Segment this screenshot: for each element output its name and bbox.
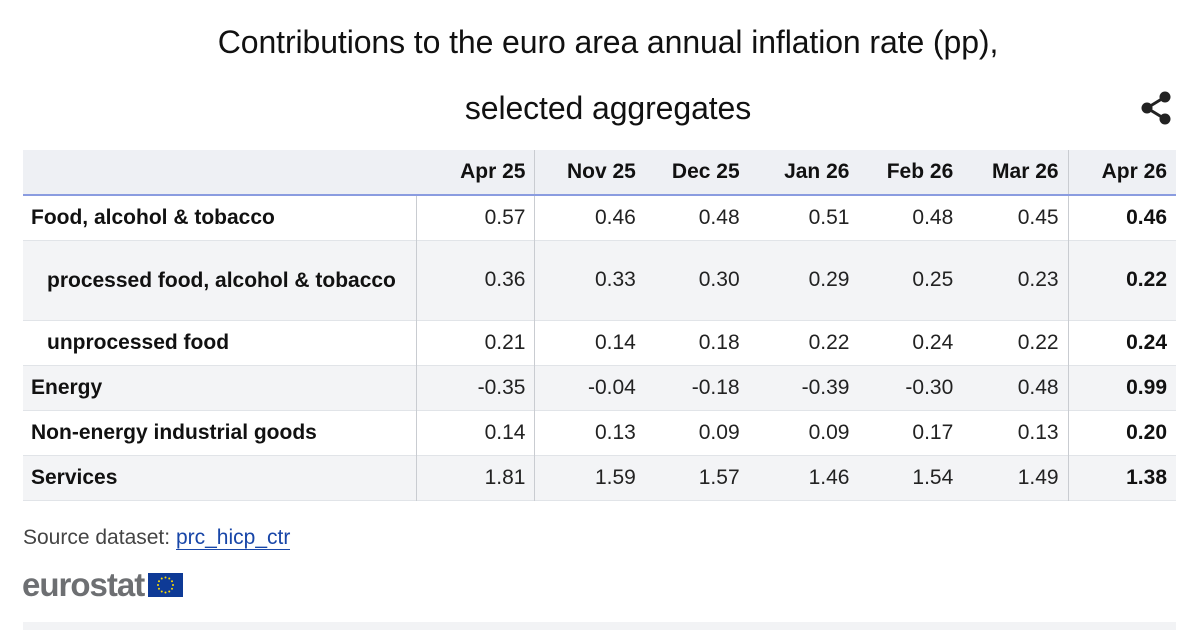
table-cell: 0.22 (962, 320, 1069, 365)
row-label: Non-energy industrial goods (23, 410, 417, 455)
chart-title-line-1: Contributions to the euro area annual in… (217, 24, 999, 60)
row-label: Energy (23, 365, 417, 410)
table-cell: 0.46 (1068, 195, 1176, 240)
table-cell: 0.22 (1068, 240, 1176, 320)
contributions-table: Apr 25 Nov 25 Dec 25 Jan 26 Feb 26 Mar 2… (23, 150, 1176, 501)
table-cell: 0.14 (534, 320, 645, 365)
table-cell: 0.45 (962, 195, 1069, 240)
table-cell: 1.54 (858, 455, 963, 500)
table-cell: 0.29 (748, 240, 859, 320)
table-cell: 0.21 (415, 320, 536, 365)
table-cell: 1.59 (534, 455, 645, 500)
chart-title-line-2: selected aggregates (464, 90, 752, 126)
table-cell: -0.39 (748, 365, 859, 410)
table-cell: 1.38 (1068, 455, 1176, 500)
table-cell: 1.46 (748, 455, 859, 500)
table-cell: 0.99 (1068, 365, 1176, 410)
table-cell: 0.09 (748, 410, 859, 455)
column-header: Nov 25 (534, 150, 645, 195)
column-header: Feb 26 (858, 150, 963, 195)
column-header: Apr 26 (1068, 150, 1176, 195)
table-cell: 0.48 (644, 195, 749, 240)
table-cell: 0.23 (962, 240, 1069, 320)
table-cell: 0.22 (748, 320, 859, 365)
table-cell: 1.81 (415, 455, 536, 500)
table-cell: 0.48 (858, 195, 963, 240)
table-cell: 0.18 (644, 320, 749, 365)
table-cell: 0.20 (1068, 410, 1176, 455)
row-label: Services (23, 455, 417, 500)
table-cell: -0.18 (644, 365, 749, 410)
table-row: Non-energy industrial goods 0.14 0.13 0.… (23, 410, 1176, 455)
table-row: unprocessed food 0.21 0.14 0.18 0.22 0.2… (23, 320, 1176, 365)
table-cell: -0.04 (534, 365, 645, 410)
table-cell: 0.48 (962, 365, 1069, 410)
table-cell: 0.57 (415, 195, 536, 240)
table-header-row: Apr 25 Nov 25 Dec 25 Jan 26 Feb 26 Mar 2… (23, 150, 1176, 195)
source-dataset-link[interactable]: prc_hicp_ctr (175, 526, 291, 550)
table-cell: 0.14 (415, 410, 536, 455)
table-row: Energy -0.35 -0.04 -0.18 -0.39 -0.30 0.4… (23, 365, 1176, 410)
table-cell: 0.17 (858, 410, 963, 455)
column-header: Dec 25 (644, 150, 749, 195)
table-row: Food, alcohol & tobacco 0.57 0.46 0.48 0… (23, 195, 1176, 240)
source-prefix: Source dataset: (23, 526, 176, 549)
footer-divider (23, 622, 1176, 630)
column-header: Jan 26 (748, 150, 859, 195)
table-cell: 0.24 (1068, 320, 1176, 365)
source-line: Source dataset: prc_hicp_ctr (23, 526, 291, 550)
header-empty-cell (23, 150, 417, 195)
table-row: processed food, alcohol & tobacco 0.36 0… (23, 240, 1176, 320)
table-cell: 0.46 (534, 195, 645, 240)
table-row: Services 1.81 1.59 1.57 1.46 1.54 1.49 1… (23, 455, 1176, 500)
eurostat-logo[interactable]: eurostat (22, 565, 184, 603)
table-cell: 0.25 (858, 240, 963, 320)
table-cell: 1.57 (644, 455, 749, 500)
table-cell: 0.09 (644, 410, 749, 455)
table-cell: 1.49 (962, 455, 1069, 500)
table-cell: 0.24 (858, 320, 963, 365)
table-cell: 0.13 (534, 410, 645, 455)
table-cell: 0.13 (962, 410, 1069, 455)
row-label: Food, alcohol & tobacco (23, 195, 417, 240)
table-cell: 0.51 (748, 195, 859, 240)
eu-flag-icon (148, 573, 184, 597)
column-header: Mar 26 (962, 150, 1069, 195)
table-cell: 0.36 (415, 240, 536, 320)
column-header: Apr 25 (416, 150, 536, 195)
table-cell: 0.33 (534, 240, 645, 320)
table-cell: 0.30 (644, 240, 749, 320)
table-cell: -0.35 (415, 365, 536, 410)
row-label: processed food, alcohol & tobacco (23, 240, 417, 320)
row-label: unprocessed food (23, 320, 417, 365)
share-icon[interactable] (1140, 90, 1174, 126)
table-cell: -0.30 (858, 365, 963, 410)
logo-wordmark: eurostat (22, 565, 145, 603)
